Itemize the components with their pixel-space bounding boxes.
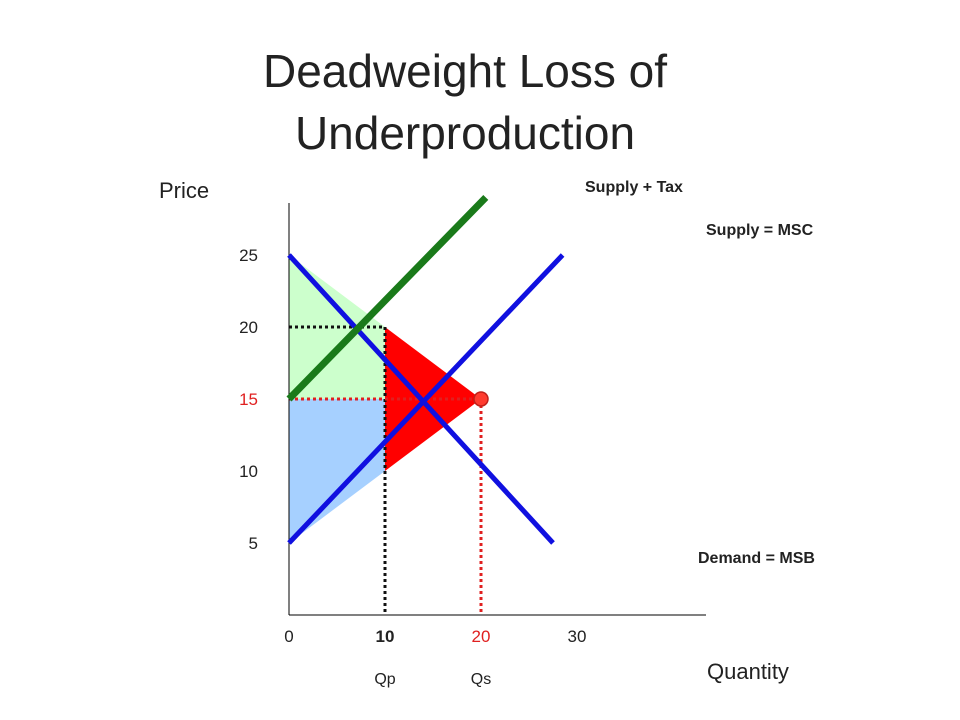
curves: [286, 194, 565, 545]
x-tick-label: 30: [568, 627, 587, 646]
slide-title-line-2: Underproduction: [294, 107, 636, 159]
y-tick-label: 10: [239, 462, 258, 481]
slide-title-line-1: Deadweight Loss of: [262, 45, 668, 97]
quantity-annotation-qp: Qp: [374, 671, 395, 688]
guide-lines: [289, 325, 483, 615]
y-tick-label: 25: [239, 246, 258, 265]
shaded-area-lower-surplus: [289, 399, 385, 543]
y-axis-label: Price: [159, 178, 209, 203]
equilibrium-points: [473, 391, 489, 407]
series-label-demand: Demand = MSB: [698, 550, 815, 567]
series-line-1: [287, 253, 565, 545]
x-axis-label: Quantity: [707, 659, 789, 684]
slide-title: Deadweight Loss of Underproduction: [0, 40, 930, 164]
x-tick-label: 0: [284, 627, 293, 646]
series-line-2: [286, 194, 489, 402]
tick-labels: 0 10 20 30 5 10 15 20 25: [239, 246, 586, 646]
y-tick-label: 5: [249, 534, 258, 553]
x-tick-label: 10: [376, 627, 395, 646]
axes: [288, 203, 706, 616]
equilibrium-point-0: [473, 391, 489, 407]
quantity-annotation-qs: Qs: [471, 671, 491, 688]
chart-labels: Price Quantity Supply + Tax Supply = MSC…: [159, 178, 815, 684]
y-tick-label: 15: [239, 390, 258, 409]
quantity-annotations: Qp Qs: [374, 671, 491, 688]
series-label-supply-tax: Supply + Tax: [585, 179, 683, 196]
y-tick-label: 20: [239, 318, 258, 337]
series-label-supply: Supply = MSC: [706, 222, 814, 239]
series-line-0: [287, 253, 555, 545]
x-tick-label: 20: [472, 627, 491, 646]
